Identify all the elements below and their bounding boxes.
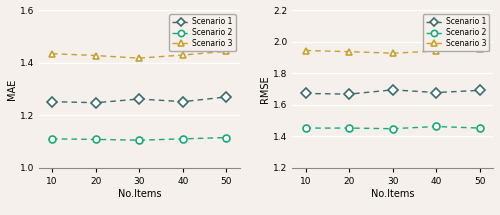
Legend: Scenario 1, Scenario 2, Scenario 3: Scenario 1, Scenario 2, Scenario 3 xyxy=(170,14,236,51)
Y-axis label: RMSE: RMSE xyxy=(260,75,270,103)
Legend: Scenario 1, Scenario 2, Scenario 3: Scenario 1, Scenario 2, Scenario 3 xyxy=(423,14,489,51)
Y-axis label: MAE: MAE xyxy=(7,78,17,100)
X-axis label: No.Items: No.Items xyxy=(118,189,161,198)
X-axis label: No.Items: No.Items xyxy=(371,189,414,198)
